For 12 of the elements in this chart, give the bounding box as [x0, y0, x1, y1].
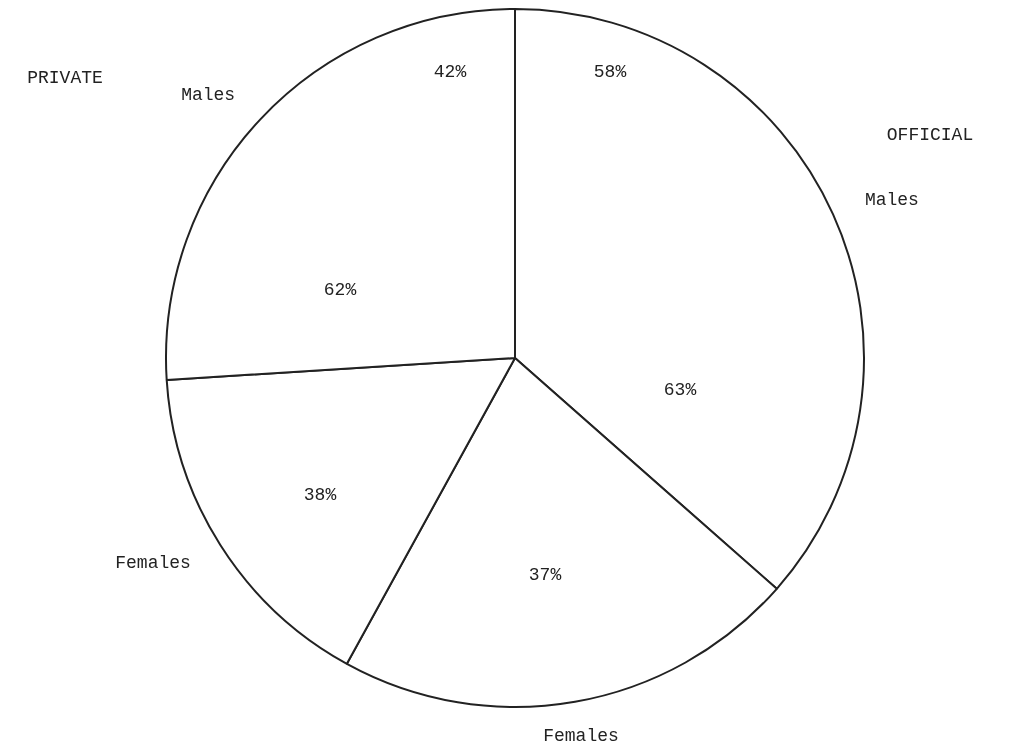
- text: 37%: [528, 564, 562, 585]
- text: 42%: [433, 61, 467, 82]
- slice-label: Females: [543, 725, 619, 746]
- text: 38%: [303, 484, 337, 505]
- slice-label: Females: [115, 553, 191, 574]
- text: PRIVATE: [27, 67, 103, 88]
- slice-label: Males: [181, 84, 236, 105]
- text: 63%: [663, 379, 697, 400]
- text: 62%: [323, 279, 357, 300]
- text: 58%: [593, 61, 627, 82]
- slice-label: Males: [864, 189, 919, 210]
- text: OFFICIAL: [886, 124, 974, 145]
